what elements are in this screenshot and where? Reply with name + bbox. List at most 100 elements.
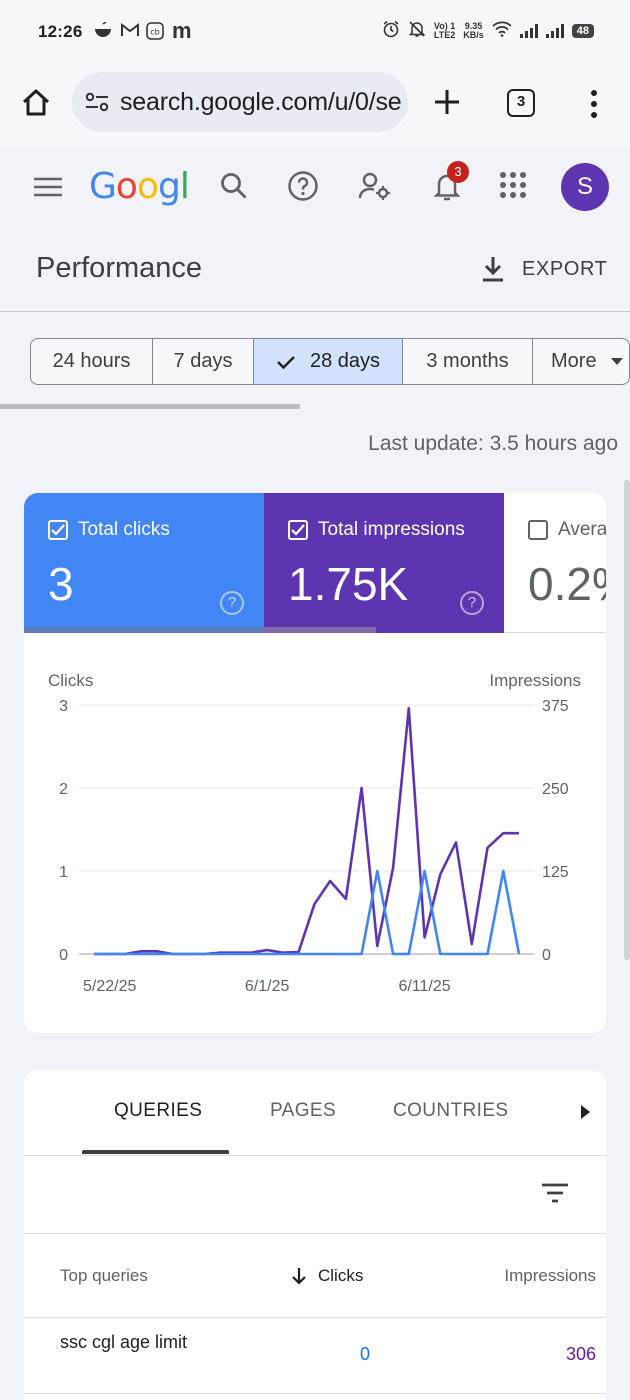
- tabs-next-arrow-icon[interactable]: [579, 1104, 591, 1125]
- site-settings-icon[interactable]: [84, 91, 110, 118]
- column-header-query[interactable]: Top queries: [60, 1266, 148, 1285]
- y-tick-label-left: 1: [59, 864, 68, 881]
- metric-underline: [24, 627, 264, 633]
- metric-header: Total clicks: [48, 519, 170, 541]
- more-vert-icon: [591, 90, 597, 118]
- range-7-days[interactable]: 7 days: [153, 339, 254, 384]
- m-app-icon: m: [172, 18, 192, 43]
- range-label: More: [551, 350, 597, 372]
- main-menu-button[interactable]: [34, 177, 62, 197]
- checkbox-unchecked-icon[interactable]: [528, 520, 548, 540]
- x-tick-label: 6/1/25: [245, 978, 290, 995]
- clicks-header-label: Clicks: [318, 1266, 364, 1285]
- search-button[interactable]: [218, 170, 250, 202]
- tab-queries[interactable]: QUERIES: [114, 1100, 203, 1121]
- column-header-clicks[interactable]: Clicks: [290, 1266, 363, 1286]
- range-label: 7 days: [173, 350, 233, 372]
- metric-value: 0.2%: [528, 558, 606, 610]
- checkbox-checked-icon[interactable]: [48, 520, 68, 540]
- y-axis-title-left: Clicks: [48, 671, 93, 690]
- x-tick-label: 6/11/25: [398, 978, 450, 995]
- status-bar: 12:26 cb m Vo) 1 LTE2 9.35 KB/s 48: [0, 0, 630, 64]
- avatar[interactable]: S: [561, 163, 609, 211]
- active-tab-indicator: [82, 1150, 229, 1154]
- query-cell: ssc cgl age limit: [60, 1332, 188, 1352]
- food-icon: [94, 21, 112, 42]
- metric-total-clicks[interactable]: Total clicks 3 ?: [24, 493, 264, 633]
- range-24-hours[interactable]: 24 hours: [31, 339, 153, 384]
- speed-top: 9.35: [464, 20, 483, 31]
- page-header: Performance EXPORT: [0, 230, 630, 312]
- help-button[interactable]: [287, 170, 319, 202]
- browser-menu-button[interactable]: [582, 88, 606, 120]
- range-more[interactable]: More: [533, 339, 629, 384]
- help-icon[interactable]: ?: [460, 591, 484, 615]
- search-icon: [221, 173, 247, 199]
- metric-total-impressions[interactable]: Total impressions 1.75K ?: [264, 493, 504, 633]
- metric-underline: [264, 627, 376, 633]
- status-time: 12:26: [38, 22, 83, 41]
- signal-icon-1: [519, 23, 538, 38]
- y-tick-label-left: 2: [59, 781, 68, 798]
- tab-switcher-button[interactable]: 3: [507, 89, 535, 117]
- dropdown-arrow-icon: [610, 357, 623, 365]
- speed-bottom: KB/s: [463, 29, 484, 40]
- network-bottom: LTE2: [433, 29, 456, 40]
- google-logo[interactable]: Googl: [89, 166, 190, 207]
- y-tick-label-left: 3: [59, 698, 68, 715]
- address-bar[interactable]: search.google.com/u/0/se: [72, 72, 408, 132]
- menu-icon: [34, 177, 62, 197]
- y-tick-label-right: 375: [542, 698, 569, 715]
- help-icon[interactable]: ?: [220, 591, 244, 615]
- home-button[interactable]: [18, 85, 54, 121]
- app-header: Googl 3 S: [0, 146, 630, 230]
- metric-label: Total impressions: [318, 519, 465, 540]
- checkbox-checked-icon[interactable]: [288, 520, 308, 540]
- performance-chart: Clicks Impressions 3 375 2 250 1 125 0 0 5/22/25 6/…: [48, 671, 581, 995]
- filter-list-icon[interactable]: [540, 1182, 570, 1209]
- column-header-impressions[interactable]: Impressions: [504, 1266, 596, 1285]
- account-settings-button[interactable]: [358, 170, 390, 202]
- help-icon: [288, 171, 318, 201]
- network-top: Vo) 1: [433, 20, 456, 31]
- data-speed: 9.35 KB/s: [463, 20, 484, 40]
- y-tick-label-right: 125: [542, 864, 569, 881]
- notification-badge: 3: [447, 161, 469, 183]
- manage-accounts-icon: [358, 172, 390, 200]
- export-label: EXPORT: [522, 257, 608, 280]
- metric-average[interactable]: Avera 0.2%: [504, 493, 606, 633]
- range-3-months[interactable]: 3 months: [403, 339, 533, 384]
- table-row[interactable]: ssc cgl age limit 0 306: [24, 1318, 606, 1394]
- metric-header: Total impressions: [288, 519, 465, 541]
- mute-icon: [408, 20, 426, 41]
- series-line-clicks: [94, 869, 521, 956]
- export-button[interactable]: EXPORT: [480, 255, 607, 283]
- range-label: 24 hours: [52, 350, 131, 372]
- range-label: 28 days: [309, 350, 381, 372]
- new-tab-button[interactable]: [431, 86, 463, 118]
- page-scrollbar[interactable]: [624, 480, 630, 960]
- alarm-icon: [382, 20, 400, 41]
- y-tick-label-left: 0: [59, 947, 68, 964]
- clicks-cell: 0: [360, 1344, 371, 1364]
- series-line-impressions: [94, 707, 519, 956]
- tab-countries[interactable]: COUNTRIES: [393, 1100, 509, 1121]
- tab-pages[interactable]: PAGES: [270, 1100, 337, 1121]
- apps-button[interactable]: [498, 170, 530, 202]
- page-title: Performance: [36, 252, 203, 284]
- table-tabs: QUERIES PAGES COUNTRIES: [24, 1070, 606, 1156]
- range-28-days[interactable]: 28 days: [254, 339, 403, 384]
- queries-table-card: QUERIES PAGES COUNTRIES Top queries Clic…: [24, 1070, 606, 1400]
- impressions-cell: 306: [565, 1344, 596, 1364]
- range-label: 3 months: [426, 350, 509, 372]
- cb-app-icon: cb: [146, 22, 164, 44]
- chip-scroll-indicator: [0, 404, 300, 409]
- check-icon: [277, 355, 295, 369]
- arrow-down-icon: [292, 1268, 306, 1285]
- y-tick-label-right: 250: [542, 781, 569, 798]
- browser-toolbar: search.google.com/u/0/se 3: [0, 64, 630, 146]
- plus-icon: [435, 90, 459, 114]
- y-tick-label-right: 0: [542, 947, 551, 964]
- y-axis-title-right: Impressions: [489, 671, 581, 690]
- home-icon: [22, 89, 50, 116]
